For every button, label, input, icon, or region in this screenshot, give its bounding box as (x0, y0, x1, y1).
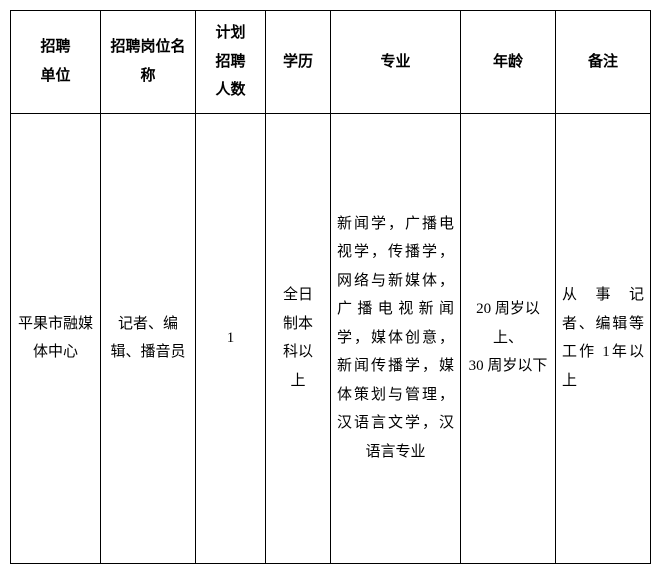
recruitment-table: 招聘 单位 招聘岗位名称 计划 招聘 人数 学历 专业 年龄 备注 平果市融媒体… (10, 10, 651, 564)
header-position: 招聘岗位名称 (101, 11, 196, 114)
cell-org: 平果市融媒体中心 (11, 113, 101, 563)
header-major: 专业 (331, 11, 461, 114)
header-note: 备注 (556, 11, 651, 114)
cell-age: 20 周岁以上、 30 周岁以下 (461, 113, 556, 563)
cell-major: 新闻学，广播电视学，传播学，网络与新媒体，广播电视新闻学，媒体创意，新闻传播学，… (331, 113, 461, 563)
header-education: 学历 (266, 11, 331, 114)
cell-note: 从 事 记者、编辑等工作 1年以上 (556, 113, 651, 563)
header-age: 年龄 (461, 11, 556, 114)
cell-education: 全日制本科以上 (266, 113, 331, 563)
header-count: 计划 招聘 人数 (196, 11, 266, 114)
header-org: 招聘 单位 (11, 11, 101, 114)
table-row: 平果市融媒体中心 记者、编辑、播音员 1 全日制本科以上 新闻学，广播电视学，传… (11, 113, 651, 563)
table-header-row: 招聘 单位 招聘岗位名称 计划 招聘 人数 学历 专业 年龄 备注 (11, 11, 651, 114)
cell-position: 记者、编辑、播音员 (101, 113, 196, 563)
cell-count: 1 (196, 113, 266, 563)
